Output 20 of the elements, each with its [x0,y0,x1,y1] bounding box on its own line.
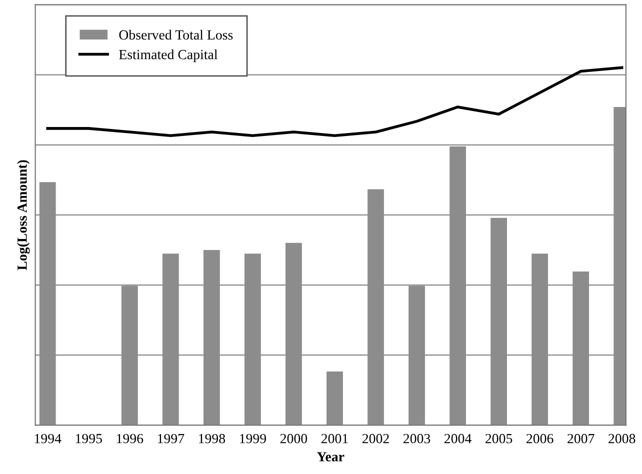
bar [326,372,343,426]
x-tick-label: 1994 [34,434,62,444]
x-tick-label: 1996 [116,434,144,444]
x-tick-label: 2001 [321,434,348,444]
x-tick-label: 2007 [568,434,594,444]
y-axis-title: Log(Loss Amount) [17,160,30,270]
legend-label: Observed Total Loss [119,30,233,40]
x-tick-label: 2000 [280,434,308,444]
x-tick-label: 2008 [608,434,636,444]
legend-label: Estimated Capital [119,49,218,62]
x-tick-label: 2002 [362,434,389,444]
x-tick-label: 2006 [526,434,554,444]
x-tick-label: 1997 [158,434,184,444]
x-tick-label: 1995 [76,434,102,444]
x-tick-label: 2003 [403,434,430,444]
x-tick-label: 2005 [486,434,512,444]
x-axis-title: Year [316,452,344,462]
x-tick-label: 2004 [444,434,472,444]
x-tick-label: 1999 [240,434,266,444]
x-tick-label: 1998 [199,434,226,444]
